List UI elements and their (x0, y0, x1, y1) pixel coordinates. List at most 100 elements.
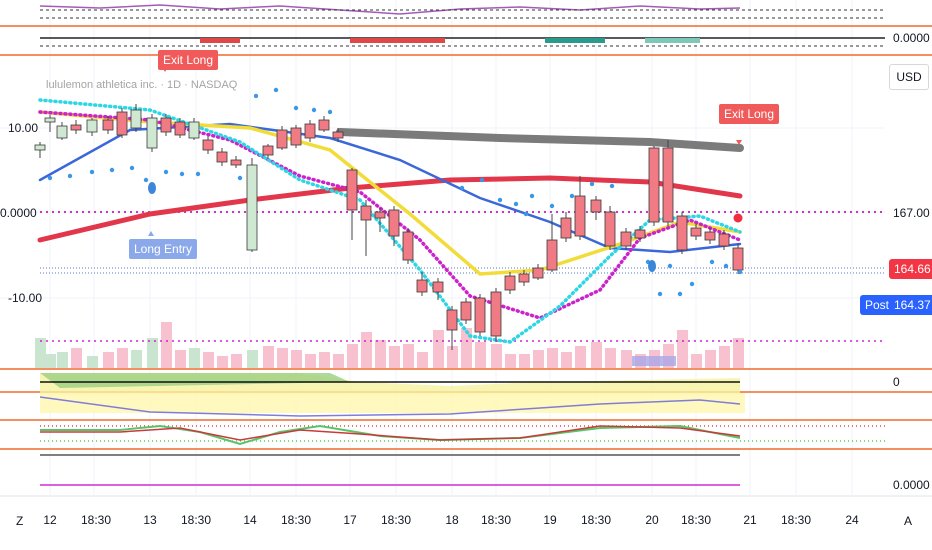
psar-dot (609, 183, 615, 189)
psar-dot (709, 259, 715, 265)
volume-bar (131, 350, 142, 368)
psar-dot (723, 263, 729, 269)
psar-dot (89, 169, 95, 175)
candle-body (34, 144, 46, 151)
psar-dot (47, 175, 53, 181)
candle-body (304, 123, 316, 139)
stoch-green-line (40, 424, 741, 446)
candle-body (374, 211, 386, 219)
signal-markers (47, 67, 743, 297)
candle-body (432, 281, 444, 293)
volume-bar (217, 356, 228, 368)
candle-body (86, 119, 98, 133)
volume-bar (117, 348, 128, 368)
candle-body (360, 205, 372, 221)
volume-bar (591, 342, 602, 368)
volume-bar (45, 354, 56, 368)
candle-body (332, 131, 344, 139)
psar-dot (143, 177, 149, 183)
volume-bar (533, 350, 544, 368)
last-price-label: 164.66 (889, 259, 932, 279)
volume-bar (57, 352, 68, 368)
volume-bar (621, 350, 632, 368)
volume-bar (733, 338, 744, 368)
bottom-value-label: 0.0000 (893, 478, 930, 492)
psar-dot (195, 171, 201, 177)
volume-bar (319, 352, 330, 368)
psar-dot (237, 175, 243, 181)
x-tick-label: 19 (543, 513, 557, 527)
candle-body (504, 275, 516, 291)
psar-dot (677, 291, 683, 297)
ema-red-line (37, 175, 743, 243)
candle-body (560, 217, 572, 239)
psar-dot (589, 181, 595, 187)
candle-body (230, 159, 242, 166)
volume-bar (417, 352, 428, 368)
volume-bar (175, 350, 186, 368)
candle-body (188, 121, 200, 139)
psar-dot (569, 193, 575, 199)
histogram-bar (545, 38, 605, 43)
x-tick-label: 17 (343, 513, 357, 527)
volume-bar (333, 354, 344, 368)
post-label: Post (860, 295, 895, 315)
candle-body (116, 111, 128, 136)
psar-dot (667, 263, 673, 269)
exit-long-badge-2: Exit Long (719, 104, 780, 124)
candle-body (160, 117, 172, 133)
signal-dot (148, 182, 156, 194)
volume-bar (547, 348, 558, 368)
candle-body (590, 199, 602, 213)
x-tick-label: 18 (445, 513, 459, 527)
volume-bar (433, 330, 444, 368)
candle-body (416, 279, 428, 293)
candles (34, 104, 744, 350)
candle-body (318, 119, 330, 131)
psar-dot (737, 269, 743, 275)
y-tick-label-left: -10.00 (8, 291, 42, 305)
volume-bar (561, 352, 572, 368)
candle-body (216, 151, 228, 163)
candle-body (604, 211, 616, 247)
x-tick-label: 18:30 (681, 513, 711, 527)
volume-bar (691, 354, 702, 368)
psar-dot (479, 177, 485, 183)
histogram-bar (200, 38, 240, 43)
candle-body (490, 291, 502, 337)
x-tick-label: 18:30 (581, 513, 611, 527)
x-tick-label: 18:30 (281, 513, 311, 527)
x-tick-label: 18:30 (81, 513, 111, 527)
volume-bar (203, 352, 214, 368)
candle-body (56, 125, 68, 139)
candle-body (546, 239, 558, 271)
volume-bar (575, 346, 586, 368)
candle-body (290, 127, 302, 146)
signal-dot (648, 260, 656, 272)
volume-bar (161, 322, 172, 368)
psar-dot (253, 93, 259, 99)
candle-body (676, 215, 688, 251)
volume-bars (35, 322, 885, 368)
currency-button[interactable]: USD (889, 64, 929, 90)
volume-bar (605, 348, 616, 368)
top-indicator-pane (0, 4, 932, 56)
x-tick-label: 18:30 (481, 513, 511, 527)
volume-bar (461, 328, 472, 368)
volume-bar (447, 346, 458, 368)
green-band (40, 373, 350, 388)
candle-body (202, 139, 214, 151)
psar-dot (513, 201, 519, 207)
top-oscillator (39, 4, 741, 15)
auto-scale-button[interactable]: A (904, 514, 913, 528)
volume-bar (247, 350, 258, 368)
timezone-button[interactable]: Z (16, 514, 24, 528)
volume-highlight (632, 356, 676, 366)
x-tick-label: 20 (645, 513, 659, 527)
x-tick-label: 13 (143, 513, 157, 527)
histogram-bar (350, 38, 445, 43)
candle-body (246, 164, 258, 251)
candle-body (634, 229, 646, 239)
volume-bar (277, 348, 288, 368)
